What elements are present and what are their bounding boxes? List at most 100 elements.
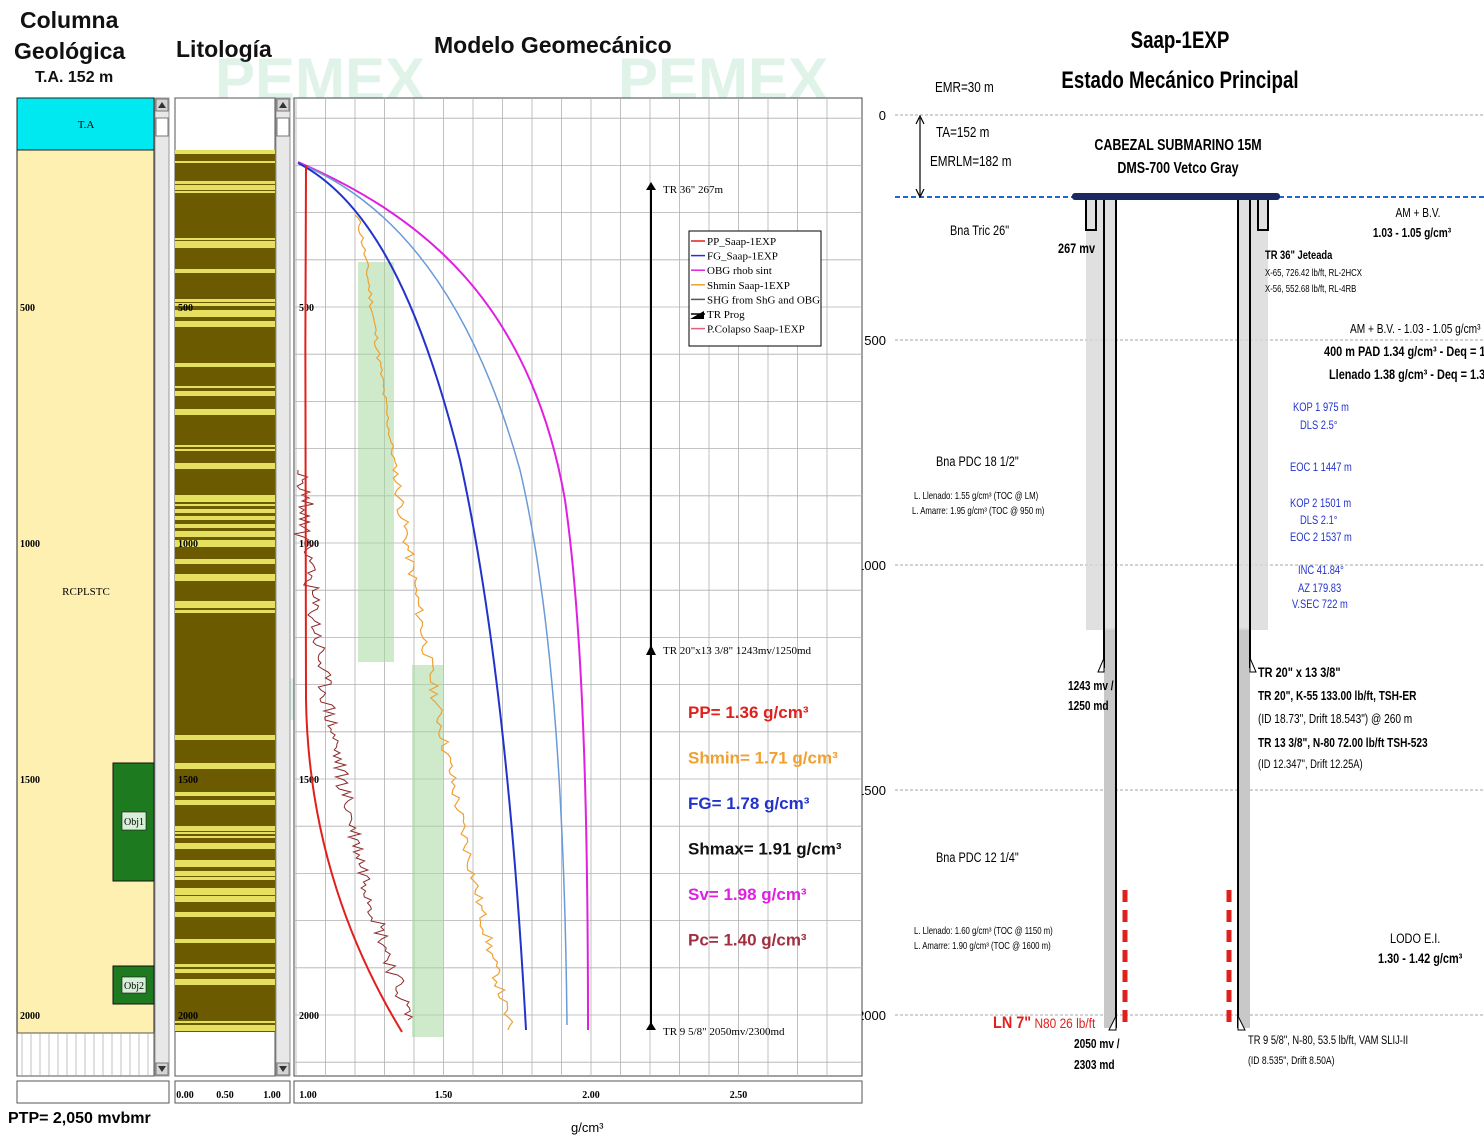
well-label-group: (ID 12.347", Drift 12.25A) [1258,758,1363,771]
lith-stripe [175,763,275,769]
lith-stripe [175,540,275,547]
lith-stripe [175,826,275,831]
arrow-down-icon [915,188,925,199]
tr20-spec: TR 20", K-55 133.00 lb/ft, TSH-ER [1258,689,1417,703]
lith-scrollbar[interactable] [275,97,291,1077]
well-label-group: TR 20" x 13 3/8" [1258,665,1341,681]
mud-window-lower [412,665,444,1037]
well-label-group: AZ 179.83 [1298,582,1341,595]
tr36-title: TR 36" Jeteada [1265,249,1333,262]
lith-stripe [175,888,275,895]
ta-band [16,97,155,151]
lith-stripe [175,241,275,248]
depth-label: 1000 [299,539,319,550]
well-label-group: 1.03 - 1.05 g/cm³ [1373,226,1451,240]
x-axis-unit: g/cm³ [571,1120,604,1135]
lith-stripe [175,445,275,447]
column-scrollbar[interactable] [154,97,170,1077]
tr20-id: (ID 18.73", Drift 18.543") @ 260 m [1258,712,1412,726]
legend-items: PP_Saap-1EXP FG_Saap-1EXP OBG rhob sint Shm… [690,236,820,336]
well-label-group: L. Llenado: 1.60 g/cm³ (TOC @ 1150 m) [914,925,1053,936]
result-value: Pc= 1.40 g/cm³ [688,931,807,950]
well-labels: EMR=30 m TA=152 m EMRLM=182 m CABEZAL SUBMA… [912,79,1484,1073]
lith-stripe [175,860,275,867]
arrow-up-icon [915,114,925,125]
obj2-label-box [121,976,147,994]
trajectory-item: DLS 2.1° [1300,514,1338,527]
well-depth-label: 1500 [862,783,886,798]
depth-label: 1500 [178,775,198,786]
lith-stripe [175,574,275,581]
cement-fill-2: L. Llenado: 1.60 g/cm³ (TOC @ 1150 m) [914,925,1053,936]
fluid-2-pad: 400 m PAD 1.34 g/cm³ - Deq = 1.30 g/cm [1324,344,1484,360]
model-x-tick: 2.00 [582,1090,600,1101]
trajectory-item: EOC 2 1537 m [1290,531,1352,544]
lithology-stripes [175,150,275,1032]
scroll-thumb[interactable] [276,117,290,137]
column-footer-box [16,1080,170,1104]
well-label-group: Bna PDC 12 1/4" [936,850,1019,866]
trajectory-item: KOP 1 975 m [1293,401,1349,414]
lith-stripe [175,792,275,796]
casing-label-3: TR 9 5/8" 2050mv/2300md [663,1026,785,1038]
trajectory-item: INC 41.84° [1298,564,1344,577]
lith-stripe [175,1025,275,1031]
liner-spec: N80 26 lb/ft [1031,1015,1095,1031]
well-label-group: TR 20", K-55 133.00 lb/ft, TSH-ER [1258,689,1417,703]
lith-stripe [175,800,275,805]
fluid-1-label: AM + B.V. [1396,206,1441,220]
well-label-group: X-56, 552.68 lb/ft, RL-4RB [1265,283,1356,294]
legend-item: Shmin Saap-1EXP [707,280,790,292]
tr1338-id: (ID 12.347", Drift 12.25A) [1258,758,1363,771]
lith-stripe [175,299,275,302]
depth-label: 1000 [178,539,198,550]
wellhead-label-1: CABEZAL SUBMARINO 15M [1094,137,1261,155]
lith-x-tick: 0.50 [216,1090,234,1101]
footer-grid-lines [21,1033,149,1076]
result-value: Sv= 1.98 g/cm³ [688,885,807,904]
well-label-group: 267 mv [1058,241,1095,257]
columna-title-line1: Columna [20,7,119,33]
lith-stripe [175,181,275,184]
legend-item: P.Colapso Saap-1EXP [707,324,805,336]
well-label-group: TR 13 3/8", N-80 72.00 lb/ft TSH-523 [1258,736,1428,750]
well-label-group: 2050 mv / [1074,1037,1120,1051]
shg-curve [297,162,568,1026]
model-footer-box [293,1080,863,1104]
legend-item: TR Prog [707,309,745,321]
column-depth-labels: 500 1000 1500 2000 [20,303,40,1022]
tr-marker-3 [646,1022,656,1030]
lith-stripe [175,871,275,876]
formation-band-right [1238,628,1250,1028]
formation-band-right-top [1238,200,1268,630]
well-label-group: EOC 1 1447 m [1290,461,1352,474]
cement-tail-2: L. Amarre: 1.90 g/cm³ (TOC @ 1600 m) [914,940,1051,951]
depth-label: 500 [20,303,35,314]
sv-curve [297,161,589,1031]
shoe-depth-1250: 1250 md [1068,699,1109,713]
pp-curve [304,164,403,1033]
columna-title-line2: Geológica [14,38,126,64]
lith-stripe [175,969,275,973]
trajectory-item: DLS 2.5° [1300,419,1338,432]
formation-band-left [1104,628,1116,1028]
lith-stripe [175,391,275,396]
shoe-depth-1243: 1243 mv / [1068,679,1114,693]
lith-stripe [175,610,275,613]
scroll-down-icon [158,1066,166,1072]
well-label-group: X-65, 726.42 lb/ft, RL-2HCX [1265,267,1362,278]
cement-fill-1: L. Llenado: 1.55 g/cm³ (TOC @ LM) [914,490,1038,501]
ta-depth-label: TA=152 m [936,124,989,141]
lith-stripe [175,601,275,608]
fluid-2-fill: Llenado 1.38 g/cm³ - Deq = 1.33 g/cm³ [1329,367,1484,383]
lith-stripe [175,832,275,834]
well-label-group: 400 m PAD 1.34 g/cm³ - Deq = 1.30 g/cm [1324,344,1484,360]
trajectory-item: EOC 1 1447 m [1290,461,1352,474]
depth-label: 2000 [178,1011,198,1022]
scroll-thumb[interactable] [155,117,169,137]
cement-tail-1: L. Amarre: 1.95 g/cm³ (TOC @ 950 m) [912,505,1044,516]
well-label-group: EMR=30 m [935,79,994,96]
liner-label: LN 7" N80 26 lb/ft [993,1014,1096,1032]
well-depth-label: 0 [879,108,886,123]
depth-label: 2000 [20,1011,40,1022]
